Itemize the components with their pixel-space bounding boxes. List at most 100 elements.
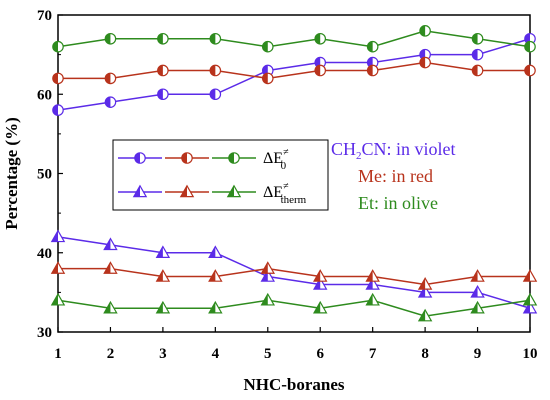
- series-1: [52, 56, 536, 85]
- series-2-point-fill: [157, 33, 163, 44]
- legend-marker-fill: [228, 152, 234, 164]
- series-2-point: [157, 32, 169, 45]
- series-1-line: [58, 61, 530, 80]
- series-2-point-fill: [262, 41, 268, 52]
- series-1-point: [157, 64, 169, 77]
- series-1-point-fill: [157, 65, 163, 76]
- series-1-point-fill: [524, 65, 530, 76]
- legend-marker: [132, 184, 148, 198]
- series-5-point-fill: [261, 294, 268, 305]
- legend-marker-fill: [180, 185, 187, 197]
- series-4-point-fill: [156, 270, 163, 282]
- series-2-point-fill: [367, 41, 373, 52]
- legend-label-main: ΔE: [263, 150, 283, 167]
- series-5-point: [103, 300, 118, 314]
- legend-marker: [134, 152, 146, 164]
- x-tick-label: 5: [264, 346, 272, 362]
- x-tick-label: 7: [369, 346, 377, 362]
- series-0-point-fill: [210, 89, 216, 100]
- series-5: [50, 292, 538, 322]
- series-3-point: [50, 229, 66, 243]
- series-5-point-fill: [156, 302, 163, 313]
- series-0-line: [57, 38, 531, 111]
- x-tick-label: 3: [159, 346, 167, 362]
- x-tick-label: 1: [54, 346, 62, 362]
- series-4-point-fill: [418, 278, 426, 290]
- series-5-point-fill: [523, 294, 530, 305]
- series-0-point: [157, 88, 169, 101]
- series-2-point-fill: [472, 33, 478, 44]
- series-5-line: [57, 299, 531, 317]
- legend-box: [112, 139, 329, 211]
- legend-marker: [226, 184, 242, 198]
- series-3-point-fill: [156, 246, 163, 258]
- series-3-point: [470, 284, 485, 298]
- series-4: [50, 261, 538, 290]
- series-4-point-fill: [51, 262, 58, 274]
- y-tick-label: 40: [37, 246, 52, 262]
- series-3: [50, 229, 538, 314]
- legend-marker: [179, 184, 195, 198]
- series-5-point: [155, 300, 171, 314]
- series-2-point: [366, 40, 379, 53]
- annotations: CH2CN: in violet Me: in red Et: in olive: [331, 139, 456, 213]
- annotation-violet: CH2CN: in violet: [331, 139, 456, 162]
- series-4-point: [365, 269, 380, 282]
- legend-entry-de0: ΔE≠ 0: [118, 147, 289, 172]
- series-4-point: [103, 261, 118, 274]
- series-5-point-fill: [418, 309, 426, 321]
- legend-label: ΔE≠ 0: [263, 147, 289, 172]
- series-4-point-fill: [104, 262, 111, 274]
- series-1-point-fill: [210, 65, 216, 76]
- legend-label-sub: 0: [281, 160, 287, 172]
- series-3-point: [208, 245, 223, 258]
- series-3-point-fill: [471, 286, 478, 298]
- legend-marker-fill: [134, 152, 140, 164]
- y-tick-label: 50: [37, 167, 52, 183]
- legend-marker-fill: [133, 185, 140, 197]
- series-1-point-fill: [105, 73, 111, 84]
- series-1-point: [524, 64, 536, 77]
- series-4-point: [417, 277, 433, 290]
- series-4-point-fill: [209, 270, 216, 282]
- legend-label-main: ΔE: [263, 184, 283, 201]
- series-2-point: [524, 40, 536, 53]
- series-1-point: [104, 72, 117, 85]
- series-1-point: [366, 64, 379, 77]
- series-4-point-fill: [314, 270, 321, 282]
- series-0-point: [419, 48, 431, 61]
- series-2-point-fill: [210, 33, 216, 44]
- annotation-red: Me: in red: [358, 166, 433, 186]
- x-tick-label: 10: [523, 346, 538, 362]
- legend-entry-detherm: ΔE≠ therm: [118, 181, 307, 206]
- series-2-point: [104, 32, 117, 45]
- series-4-point-fill: [366, 270, 373, 282]
- x-tick-label: 6: [316, 346, 324, 362]
- series-4-point-fill: [261, 262, 268, 274]
- annotation-violet-sub: 2: [356, 150, 362, 162]
- axis-ticks: [57, 14, 531, 333]
- series-2-point: [314, 32, 327, 45]
- x-tick-label: 2: [107, 346, 115, 362]
- series-5-point: [208, 300, 223, 314]
- series-4-point: [522, 269, 538, 282]
- series-1-point: [209, 64, 222, 77]
- legend-label-sup: ≠: [283, 147, 289, 158]
- series-4-point: [155, 269, 171, 282]
- x-axis-title: NHC-boranes: [243, 375, 344, 394]
- series-1-point-fill: [419, 57, 426, 68]
- x-tick-labels: 1 2 3 4 5 6 7 8 9 10: [54, 346, 537, 362]
- y-tick-labels: 30 40 50 60 70: [37, 8, 52, 341]
- series-4-point-fill: [471, 270, 478, 282]
- series-1-point-fill: [315, 65, 321, 76]
- series-4-point: [50, 261, 66, 274]
- series-5-point: [417, 308, 433, 322]
- legend-marker: [228, 152, 240, 164]
- series-1-point: [314, 64, 327, 77]
- series-5-point: [470, 300, 485, 314]
- series-0-point-fill: [105, 96, 111, 108]
- y-tick-label: 30: [37, 325, 52, 341]
- y-tick-label: 60: [37, 87, 52, 103]
- series-5-point-fill: [51, 294, 58, 305]
